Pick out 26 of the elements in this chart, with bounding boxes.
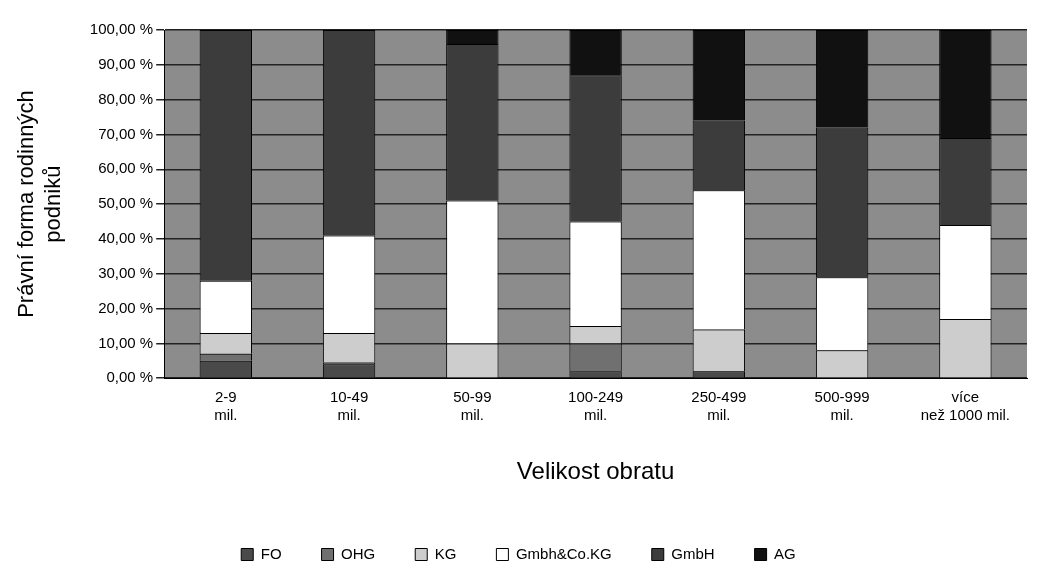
- y-tick-label: 10,00 %: [98, 333, 154, 351]
- y-tick-label: 70,00 %: [98, 124, 154, 142]
- y-tick-label: 20,00 %: [98, 298, 154, 316]
- legend-label: Gmbh&Co.KG: [515, 544, 612, 562]
- legend-label: GmbH: [671, 544, 715, 562]
- y-tick-label: 30,00 %: [98, 263, 154, 281]
- y-tick-label: 90,00 %: [98, 54, 154, 72]
- x-tick-label: 50-99 mil.: [453, 388, 492, 424]
- y-tick-label: 60,00 %: [98, 159, 154, 177]
- x-tick-label: 2-9 mil.: [214, 388, 238, 424]
- y-tick-label: 100,00 %: [89, 20, 154, 38]
- y-tick-label: 50,00 %: [98, 194, 154, 212]
- x-tick-label: 500-999 mil.: [814, 388, 870, 424]
- y-axis-title: Právní forma rodinných podniků: [13, 90, 65, 318]
- x-tick-label: 100-249 mil.: [568, 388, 624, 424]
- y-tick-label: 40,00 %: [98, 229, 154, 247]
- x-axis-title: Velikost obratu: [516, 457, 675, 485]
- legend-label: AG: [774, 544, 796, 562]
- x-tick-label: 10-49 mil.: [329, 388, 369, 424]
- y-tick-label: 0,00 %: [106, 368, 154, 386]
- x-tick-label: více než 1000 mil.: [920, 388, 1010, 424]
- legend-label: KG: [434, 544, 457, 562]
- x-tick-label: 250-499 mil.: [691, 388, 747, 424]
- legend-label: FO: [260, 544, 282, 562]
- legend-label: OHG: [341, 544, 376, 562]
- y-tick-label: 80,00 %: [98, 89, 154, 107]
